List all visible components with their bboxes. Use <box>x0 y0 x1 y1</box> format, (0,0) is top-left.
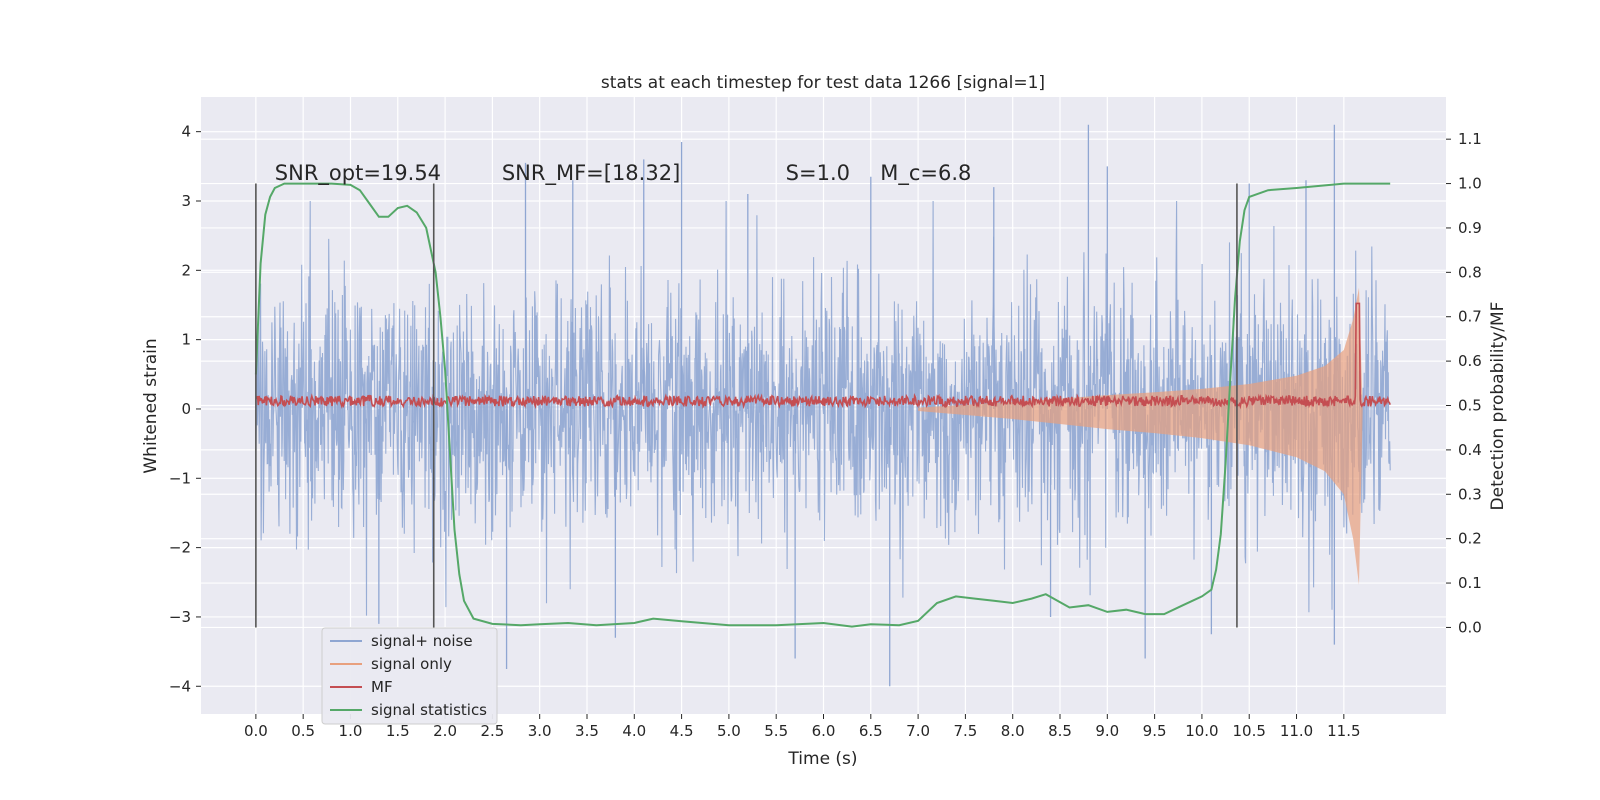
x-tick-label: 2.0 <box>433 722 457 740</box>
x-tick-label: 9.0 <box>1095 722 1119 740</box>
y-tick-label: 0 <box>181 400 191 418</box>
legend-box <box>321 627 498 725</box>
x-tick-label: 3.0 <box>528 722 552 740</box>
y-tick-label: −2 <box>169 539 191 557</box>
x-tick-label: 6.0 <box>812 722 836 740</box>
x-tick-label: 11.5 <box>1327 722 1360 740</box>
x-tick-label: 4.0 <box>622 722 646 740</box>
y-tick-label: −4 <box>169 677 191 695</box>
y-tick-label: 3 <box>181 192 191 210</box>
axis-layer: 0.0 0.5 1.0 1.5 2.0 2.5 3.0 3.5 4.0 4.5 5.0 5.5 6.0 6… <box>169 123 1482 740</box>
y2-tick-label: 0.3 <box>1458 485 1482 503</box>
y-axis-label: Whitened strain <box>141 338 161 473</box>
annotation-layer: SNR_opt=19.54 SNR_MF=[18.32] S=1.0 M_c=6.8 <box>275 161 972 186</box>
y-tick-label: 1 <box>181 331 191 349</box>
legend-label-signal-only: signal only <box>371 655 452 673</box>
y2-tick-label: 0.0 <box>1458 618 1482 636</box>
y-tick-label: 4 <box>181 123 191 141</box>
y2-tick-label: 0.2 <box>1458 530 1482 548</box>
x-tick-label: 0.0 <box>244 722 268 740</box>
x-tick-label: 3.5 <box>575 722 599 740</box>
annotation-text: SNR_opt=19.54 <box>275 161 441 186</box>
y2-tick-label: 0.7 <box>1458 308 1482 326</box>
x-tick-label: 2.5 <box>480 722 504 740</box>
x-tick-label: 9.5 <box>1143 722 1167 740</box>
vline-layer <box>255 183 1238 628</box>
x-tick-label: 7.0 <box>906 722 930 740</box>
signal-only-envelope <box>918 287 1391 585</box>
y2-axis-label: Detection probability/MF <box>1488 302 1508 511</box>
annotation-text: S=1.0 <box>786 161 850 185</box>
x-tick-label: 7.5 <box>953 722 977 740</box>
y2-tick-label: 0.1 <box>1458 574 1482 592</box>
y2-tick-label: 0.4 <box>1458 441 1482 459</box>
y-tick-label: 2 <box>181 261 191 279</box>
x-tick-label: 11.0 <box>1280 722 1313 740</box>
x-tick-label: 1.5 <box>386 722 410 740</box>
x-tick-label: 5.0 <box>717 722 741 740</box>
x-tick-label: 8.0 <box>1001 722 1025 740</box>
x-axis-label: Time (s) <box>787 749 857 769</box>
y2-tick-label: 1.0 <box>1458 175 1482 193</box>
x-tick-label: 10.0 <box>1185 722 1218 740</box>
legend-label-signal-noise: signal+ noise <box>371 632 473 650</box>
mf-trace <box>255 302 1391 410</box>
annotation-text: SNR_MF=[18.32] <box>502 161 680 186</box>
annotation-text: M_c=6.8 <box>880 161 971 186</box>
y-tick-label: −3 <box>169 608 191 626</box>
x-tick-label: 10.5 <box>1233 722 1266 740</box>
x-tick-label: 6.5 <box>859 722 883 740</box>
x-tick-label: 0.5 <box>291 722 315 740</box>
signal-statistics-line <box>254 182 1391 628</box>
x-tick-label: 1.0 <box>339 722 363 740</box>
y2-tick-label: 1.1 <box>1458 130 1482 148</box>
x-tick-label: 8.5 <box>1048 722 1072 740</box>
legend: signal+ noise signal only MF signal stat… <box>321 627 498 725</box>
y2-tick-label: 0.5 <box>1458 397 1482 415</box>
x-tick-label: 5.5 <box>764 722 788 740</box>
legend-label-mf: MF <box>371 678 393 696</box>
chart-title: stats at each timestep for test data 126… <box>601 73 1045 93</box>
y-tick-label: −1 <box>169 469 191 487</box>
legend-label-signal-statistics: signal statistics <box>371 701 487 719</box>
y2-tick-label: 0.9 <box>1458 219 1482 237</box>
series-layer <box>254 124 1391 687</box>
y2-tick-label: 0.8 <box>1458 263 1482 281</box>
x-tick-label: 4.5 <box>670 722 694 740</box>
y2-tick-label: 0.6 <box>1458 352 1482 370</box>
